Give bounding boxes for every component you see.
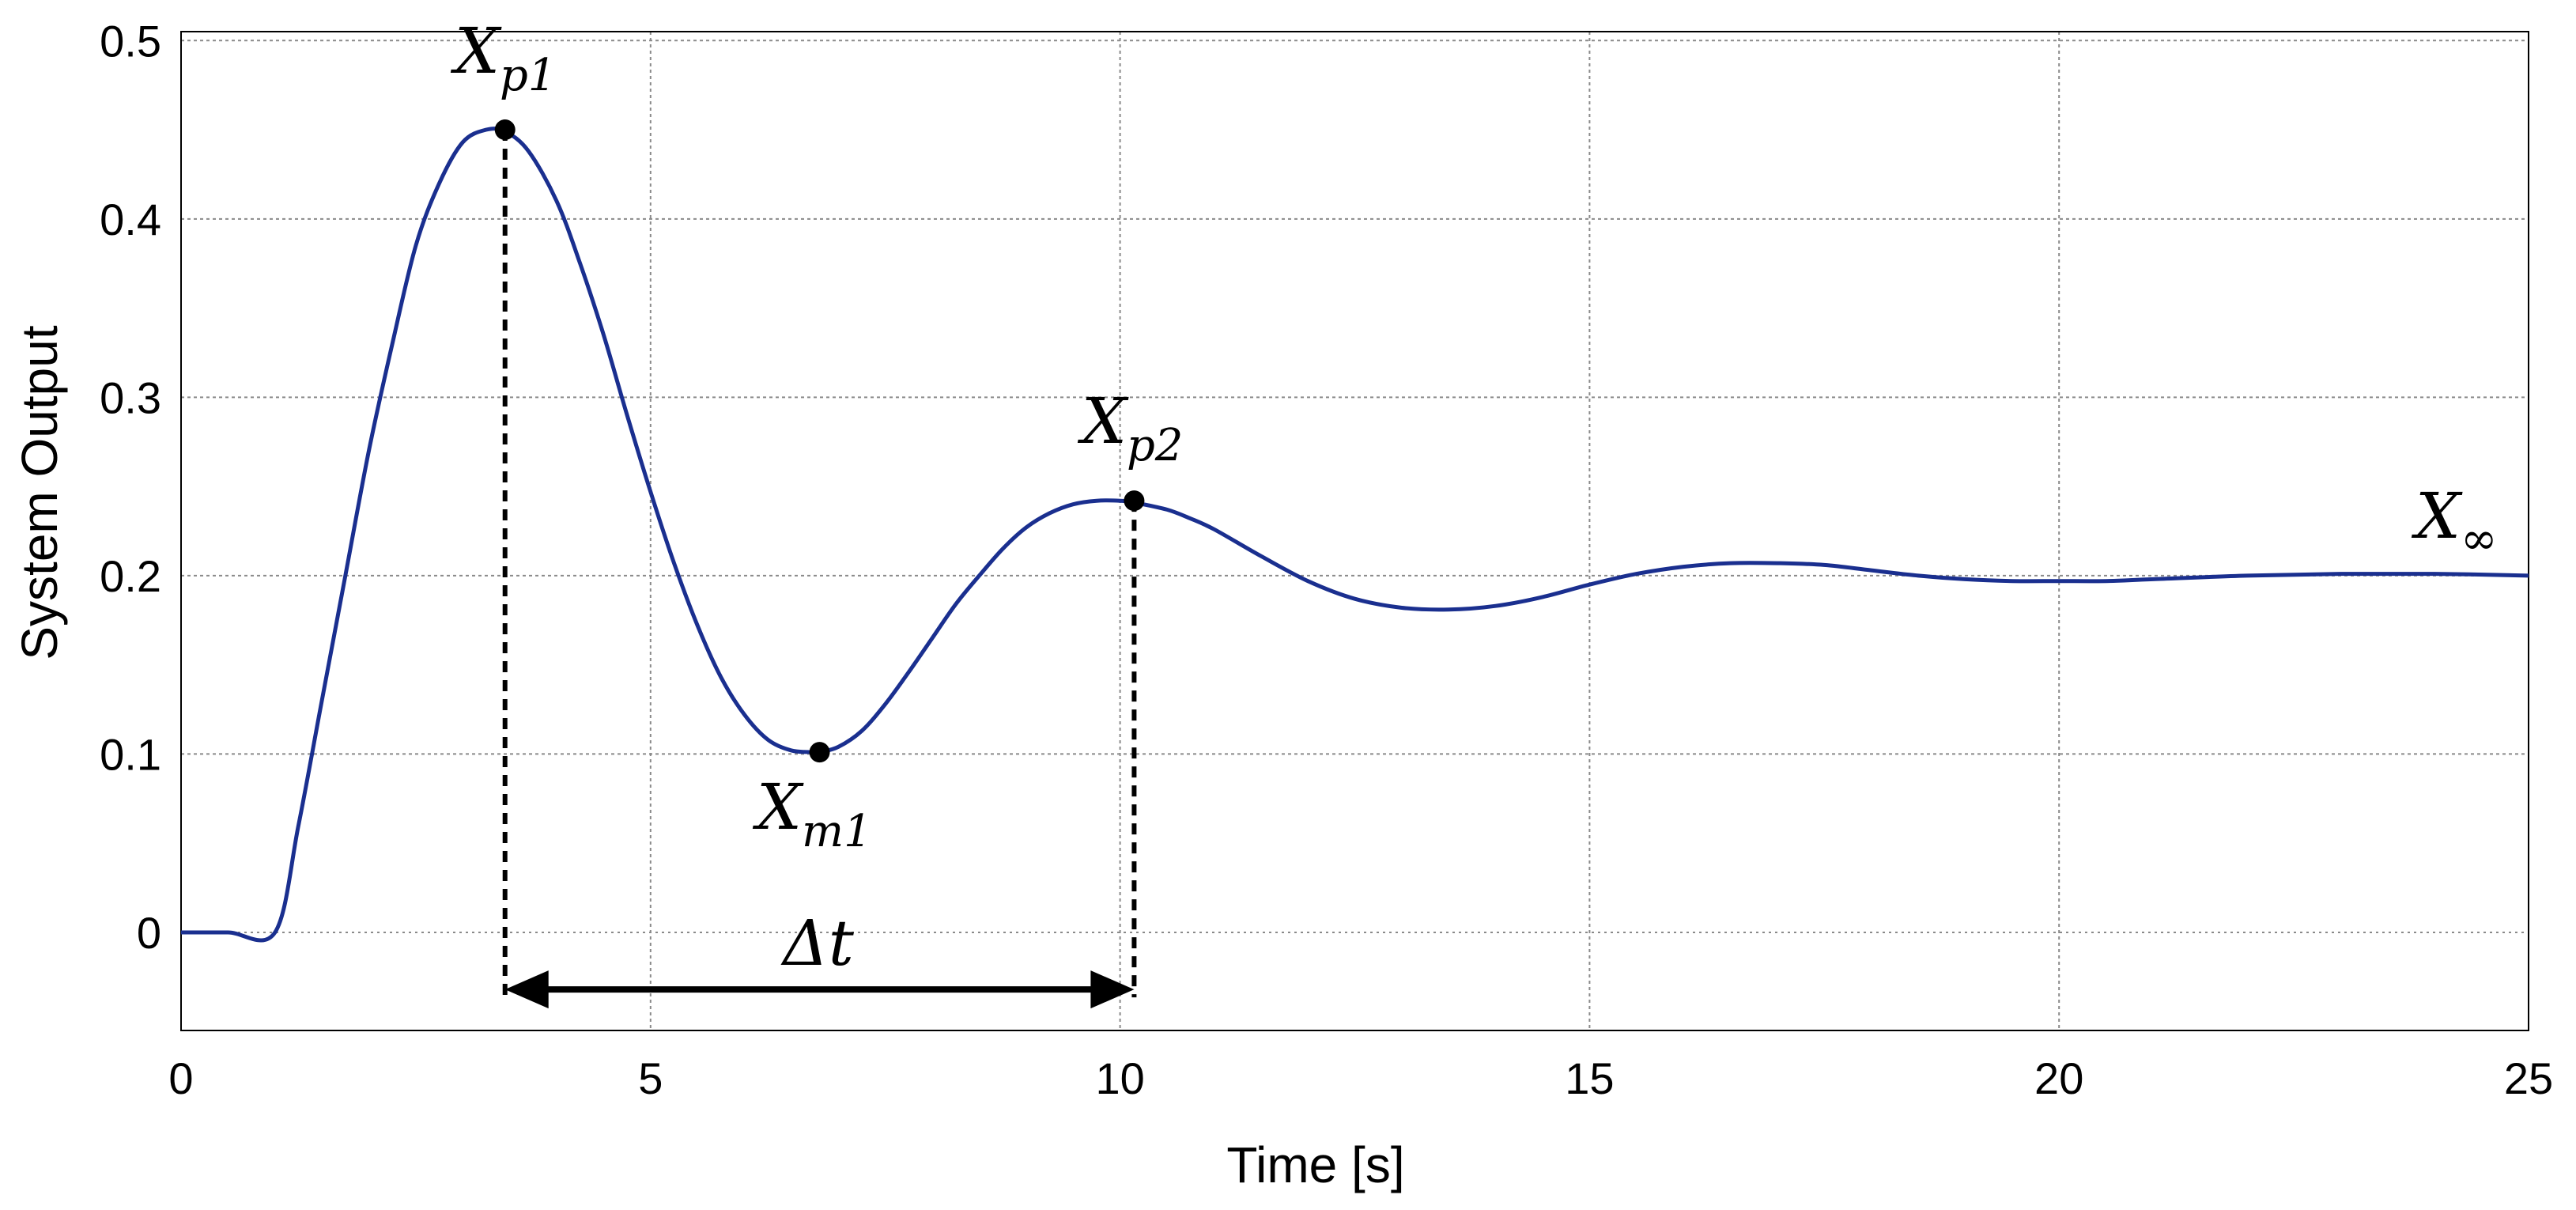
arrow-head-left	[504, 970, 549, 1009]
response-line	[181, 127, 2529, 943]
label-xp1: Xp1	[450, 14, 556, 101]
y-tick-label: 0.3	[100, 372, 161, 422]
x-tick-label: 25	[2504, 1053, 2553, 1103]
plot-frame	[180, 31, 2529, 1031]
arrow-head-right	[1090, 970, 1135, 1009]
x-tick-labels: 0 5 10 15 20 25	[168, 1053, 2553, 1103]
marker-point-x-p1	[494, 119, 516, 141]
y-tick-labels: 0 0.1 0.2 0.3 0.4 0.5	[100, 16, 161, 958]
series-layer	[181, 127, 2529, 943]
y-tick-label: 0	[137, 908, 161, 958]
x-tick-label: 10	[1095, 1053, 1144, 1103]
label-xinf: X∞	[2411, 479, 2498, 565]
grid-lines	[181, 32, 2529, 1030]
y-tick-label: 0.4	[100, 195, 161, 244]
label-delta-t: Δt	[780, 906, 855, 980]
marker-point-x-p2	[1124, 490, 1145, 512]
y-axis-label: System Output	[11, 325, 68, 660]
annotation-layer	[494, 119, 1145, 1009]
y-tick-label: 0.2	[100, 551, 161, 601]
marker-point-x-m1	[809, 742, 830, 763]
x-tick-label: 5	[638, 1053, 663, 1103]
y-tick-label: 0.5	[100, 16, 161, 66]
x-tick-label: 0	[168, 1053, 193, 1103]
label-xp2: Xp2	[1077, 384, 1183, 471]
x-tick-label: 15	[1565, 1053, 1614, 1103]
label-xm1: Xm1	[752, 770, 872, 857]
x-tick-label: 20	[2034, 1053, 2083, 1103]
y-tick-label: 0.1	[100, 729, 161, 779]
x-axis-label: Time [s]	[1226, 1136, 1404, 1193]
